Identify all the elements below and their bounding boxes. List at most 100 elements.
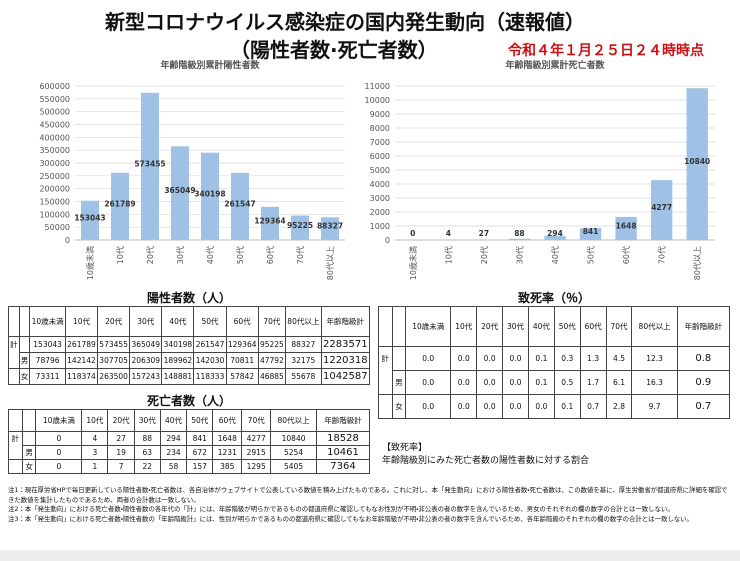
cell: 234 — [159, 445, 188, 460]
row-label: 計 — [10, 340, 18, 350]
cell: 32175 — [285, 352, 322, 369]
y-tick-label: 10000 — [365, 96, 390, 105]
value-label: 153043 — [74, 213, 105, 222]
x-tick-label: 80代以上 — [692, 246, 702, 280]
data-row: 計 0 4 27 88 294 841 1648 4277 10840 18528 — [8, 431, 371, 446]
data-row: 男 0.0 0.0 0.0 0.0 0.1 0.5 1.7 6.1 16.3 0.9 — [378, 370, 731, 395]
cell: 0.0 — [476, 370, 504, 395]
x-tick-label: 10歳未満 — [85, 246, 95, 280]
value-label: 340198 — [194, 189, 225, 198]
column-header: 20代 — [97, 306, 131, 337]
x-tick-label: 10代 — [115, 246, 125, 264]
bar — [544, 235, 566, 240]
x-tick-label: 70代 — [295, 246, 305, 264]
corner-cell — [391, 306, 407, 347]
value-label: 4 — [446, 229, 451, 238]
column-header: 10歳未満 — [35, 409, 83, 432]
value-label: 10840 — [684, 157, 710, 166]
column-header: 50代 — [553, 306, 581, 347]
row-label-cell: 女 — [391, 394, 407, 419]
cell: 55678 — [285, 368, 322, 385]
cell: 1.7 — [579, 370, 607, 395]
cell: 294 — [159, 431, 188, 446]
cell: 5405 — [270, 459, 317, 474]
y-tick-label: 7000 — [370, 138, 390, 147]
column-header: 年齢階級計 — [315, 409, 371, 432]
cell: 142030 — [193, 352, 227, 369]
footnotes: 注1：現在厚労省HPで毎日更新している陽性者数・死亡者数は、各自治体がウェブサイ… — [8, 486, 730, 524]
column-header: 30代 — [129, 306, 163, 337]
y-tick-label: 50000 — [45, 223, 70, 232]
header-row: 10歳未満 10代 20代 30代 40代 50代 60代 70代 80代以上 年齢階級計 — [8, 306, 371, 337]
row-label-cell — [391, 346, 407, 371]
row-label-cell: 男 — [391, 370, 407, 395]
column-header: 40代 — [161, 306, 195, 337]
row-label-cell: 計 — [378, 346, 393, 371]
column-header: 40代 — [159, 409, 188, 432]
bottom-bar — [0, 550, 740, 561]
cell: 0.7 — [676, 394, 731, 419]
row-label-cell — [378, 370, 393, 395]
bar — [579, 228, 602, 240]
bar — [686, 88, 708, 241]
column-header: 年齢階級計 — [676, 306, 731, 347]
x-tick-label: 60代 — [265, 246, 275, 264]
y-tick-label: 550000 — [39, 95, 70, 104]
cell: 1648 — [212, 431, 243, 446]
y-tick-label: 3000 — [370, 194, 390, 203]
y-tick-label: 300000 — [39, 159, 70, 168]
cell: 0 — [35, 445, 83, 460]
cell: 157 — [186, 459, 214, 474]
header-row: 10歳未満 10代 20代 30代 40代 50代 60代 70代 80代以上 年齢階級計 — [378, 306, 731, 347]
rate-definition-text: 年齢階級別にみた死亡者数の陽性者数に対する割合 — [382, 456, 590, 466]
cell: 47792 — [257, 352, 287, 369]
column-header: 10代 — [81, 409, 109, 432]
column-header: 60代 — [579, 306, 607, 347]
x-tick-label: 60代 — [621, 246, 631, 264]
value-label: 4277 — [651, 203, 672, 212]
table-title: 陽性者数（人） — [146, 291, 231, 305]
cell: 0.5 — [553, 370, 581, 395]
row-label: 女 — [20, 372, 29, 381]
x-tick-label: 50代 — [235, 246, 245, 264]
rate-definition-title: 【致死率】 — [382, 443, 428, 453]
cell: 7 — [107, 459, 135, 474]
cell: 142142 — [64, 352, 99, 369]
row-label-cell: 女 — [18, 368, 31, 385]
cell: 340198 — [161, 336, 195, 353]
y-tick-label: 4000 — [370, 180, 390, 189]
x-tick-label: 40代 — [205, 246, 215, 264]
rate-definition: 【致死率】 年齢階級別にみた死亡者数の陽性者数に対する割合 — [382, 442, 589, 468]
column-header: 70代 — [605, 306, 633, 347]
row-label: 男 — [20, 356, 29, 365]
cell: 46885 — [257, 368, 287, 385]
column-header: 年齢階級計 — [320, 306, 371, 337]
y-tick-label: 250000 — [39, 172, 70, 181]
rate-table-block: 致死率（％） 10歳未満 10代 20代 30代 40代 50代 60代 70代 80代以上 年齢階… — [378, 289, 731, 419]
y-tick-label: 100000 — [39, 210, 70, 219]
row-label-cell: 計 — [8, 336, 20, 353]
value-label: 27 — [479, 229, 489, 238]
cell: 189962 — [161, 352, 195, 369]
cell: 1220318 — [320, 352, 371, 369]
row-label-cell: 女 — [21, 459, 37, 474]
cell: 157243 — [129, 368, 163, 385]
cell: 263500 — [97, 368, 131, 385]
bar — [201, 152, 219, 240]
x-tick-label: 80代以上 — [325, 246, 335, 280]
cell: 57842 — [225, 368, 259, 385]
x-tick-label: 20代 — [145, 246, 155, 264]
cell: 0.0 — [476, 346, 504, 371]
cell: 3 — [81, 445, 109, 460]
cell: 0.0 — [450, 370, 478, 395]
cell: 206309 — [129, 352, 163, 369]
cell: 261789 — [64, 336, 99, 353]
data-row: 女 0.0 0.0 0.0 0.0 0.0 0.1 0.7 2.8 9.7 0.7 — [378, 394, 731, 419]
row-label-cell — [8, 368, 20, 385]
cell: 10461 — [315, 445, 371, 460]
cell: 0.0 — [405, 370, 452, 395]
column-header: 10代 — [450, 306, 478, 347]
corner-cell — [21, 409, 37, 432]
row-label: 男 — [25, 448, 33, 457]
y-tick-label: 6000 — [370, 152, 390, 161]
